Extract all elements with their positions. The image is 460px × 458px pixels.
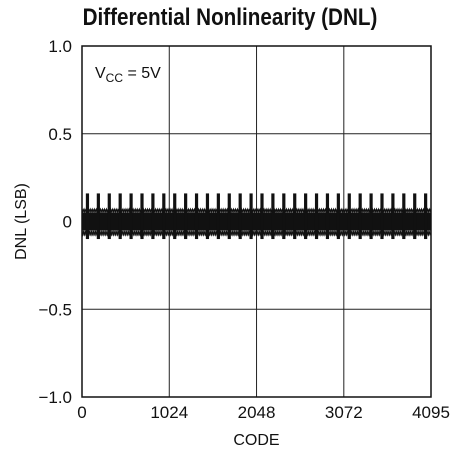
x-axis-label: CODE bbox=[233, 432, 279, 449]
annotation-rest: = 5V bbox=[123, 65, 161, 82]
vcc-annotation: VCC = 5V bbox=[95, 65, 161, 85]
y-axis-label: DNL (LSB) bbox=[13, 183, 30, 260]
y-tick-label: −1.0 bbox=[38, 388, 72, 407]
plot-frame bbox=[81, 45, 432, 398]
dnl-trace bbox=[81, 193, 431, 240]
y-tick-label: 0.5 bbox=[48, 125, 72, 144]
y-tick-label: 0 bbox=[63, 213, 72, 232]
x-tick-label: 2048 bbox=[238, 403, 276, 422]
chart-title: Differential Nonlinearity (DNL) bbox=[82, 4, 378, 31]
x-tick-label: 3072 bbox=[325, 403, 363, 422]
y-axis-ticks: 1.0 0.5 0 −0.5 −1.0 bbox=[38, 37, 72, 407]
annotation-subscript: CC bbox=[106, 71, 124, 85]
x-tick-label: 1024 bbox=[150, 403, 188, 422]
annotation-main: V bbox=[95, 65, 106, 82]
x-tick-label: 0 bbox=[77, 403, 86, 422]
dnl-noise-band bbox=[82, 212, 431, 231]
x-tick-label: 4095 bbox=[412, 403, 450, 422]
x-axis-ticks: 0 1024 2048 3072 4095 bbox=[77, 403, 450, 422]
y-tick-label: −0.5 bbox=[38, 300, 72, 319]
y-tick-label: 1.0 bbox=[48, 37, 72, 56]
